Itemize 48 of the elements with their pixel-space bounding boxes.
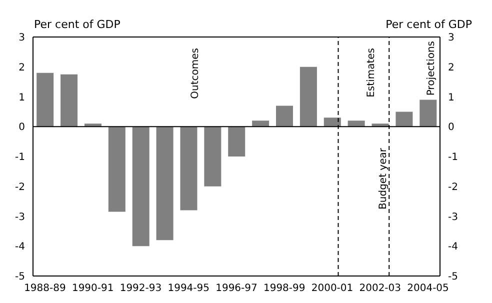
bar bbox=[156, 126, 174, 240]
x-tick-label: 1996-97 bbox=[216, 283, 258, 294]
y-axis-title: Per cent of GDP bbox=[34, 18, 120, 31]
bar bbox=[108, 126, 126, 212]
annotation: Budget year bbox=[378, 148, 389, 210]
annotation: Projections bbox=[426, 41, 437, 96]
y2-tick-label: -1 bbox=[448, 152, 458, 164]
bar bbox=[348, 120, 365, 127]
y2-tick-label: 3 bbox=[448, 32, 454, 44]
bar bbox=[228, 126, 246, 156]
bar bbox=[396, 112, 413, 127]
x-tick-label: 1988-89 bbox=[24, 283, 66, 294]
y2-axis-title: Per cent of GDP bbox=[386, 18, 472, 31]
bar bbox=[60, 74, 78, 127]
bar bbox=[276, 106, 294, 127]
y-tick-label: -3 bbox=[15, 212, 25, 223]
y2-tick-label: -2 bbox=[448, 182, 458, 193]
bar bbox=[420, 100, 437, 127]
bar bbox=[132, 126, 150, 246]
y-tick-label: -2 bbox=[15, 182, 25, 193]
y2-tick-label: 1 bbox=[448, 92, 454, 104]
y-tick-label: 0 bbox=[18, 122, 25, 134]
bar bbox=[180, 126, 198, 210]
x-tick-label: 1992-93 bbox=[120, 283, 162, 294]
y-tick-label: -5 bbox=[15, 272, 25, 283]
y2-tick-label: -4 bbox=[448, 242, 458, 253]
x-tick-label: 2000-01 bbox=[311, 283, 354, 294]
y2-tick-label: -5 bbox=[448, 272, 458, 283]
y-tick-label: 2 bbox=[18, 62, 25, 74]
y2-tick-label: 2 bbox=[448, 62, 454, 74]
y-tick-label: 3 bbox=[18, 32, 25, 44]
annotation: Estimates bbox=[366, 48, 377, 98]
y-tick-label: -1 bbox=[15, 152, 25, 164]
bar bbox=[204, 126, 222, 186]
x-tick-label: 2004-05 bbox=[407, 283, 449, 294]
bar bbox=[324, 118, 341, 127]
y2-tick-label: 0 bbox=[448, 122, 454, 134]
x-tick-label: 1994-95 bbox=[168, 283, 210, 294]
bar bbox=[36, 72, 54, 127]
y-tick-label: 1 bbox=[18, 92, 25, 104]
bar bbox=[300, 66, 317, 127]
y-tick-label: -4 bbox=[15, 242, 25, 253]
x-tick-label: 1990-91 bbox=[72, 283, 114, 294]
annotation: Outcomes bbox=[190, 48, 201, 99]
x-tick-label: 2002-03 bbox=[359, 283, 402, 294]
y2-tick-label: -3 bbox=[448, 212, 458, 223]
bar bbox=[252, 120, 270, 127]
x-tick-label: 1998-99 bbox=[263, 283, 306, 294]
